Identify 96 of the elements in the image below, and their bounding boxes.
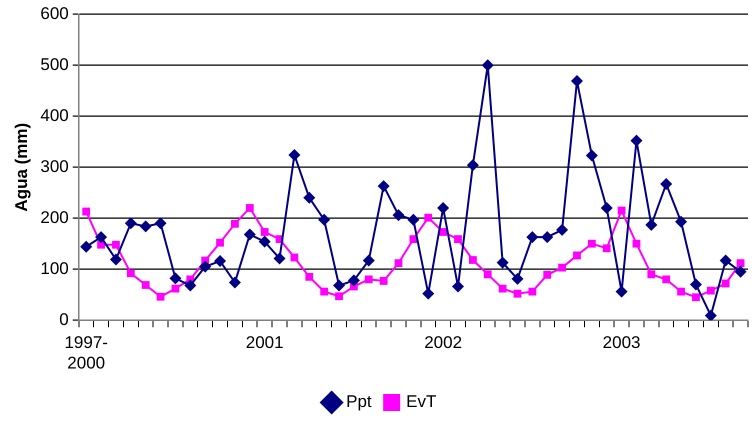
point [305, 272, 314, 281]
point [364, 276, 373, 284]
point [675, 216, 688, 228]
point [392, 209, 405, 222]
point [142, 281, 150, 289]
point [556, 224, 568, 236]
point [736, 259, 744, 267]
y-tick-label: 400 [40, 106, 69, 125]
point [468, 256, 477, 264]
point [630, 134, 642, 147]
point [80, 240, 92, 253]
point [704, 310, 717, 320]
point [258, 236, 271, 248]
point [496, 256, 509, 269]
point [126, 269, 135, 278]
point [422, 288, 434, 300]
point [424, 214, 432, 222]
point [660, 178, 672, 190]
point [231, 220, 239, 228]
point [647, 270, 656, 278]
y-tick-label: 200 [40, 208, 69, 227]
point [407, 214, 420, 226]
point [82, 208, 90, 216]
y-tick-label: 500 [40, 54, 69, 74]
point [600, 202, 613, 214]
point [348, 274, 360, 286]
point [616, 286, 628, 298]
point [677, 288, 685, 296]
point [169, 272, 182, 284]
point [199, 260, 212, 273]
y-tick-label: 300 [40, 156, 69, 176]
point [274, 252, 286, 264]
point [290, 254, 298, 262]
point [303, 192, 316, 204]
point [706, 286, 715, 295]
point [214, 255, 226, 268]
point [394, 259, 402, 267]
point [602, 244, 611, 252]
point [482, 59, 494, 72]
legend-label: EvT [406, 392, 436, 412]
x-tick-label: 2001 [246, 333, 284, 352]
point [734, 266, 747, 278]
point [452, 280, 464, 293]
point [156, 292, 164, 301]
x-tick-label: 1997-2000 [64, 333, 108, 372]
point [260, 228, 269, 236]
x-tick-label: 2002 [424, 333, 462, 352]
point [320, 288, 328, 296]
point [720, 254, 732, 267]
point [318, 214, 330, 226]
point [95, 231, 108, 244]
point [154, 217, 167, 230]
point [140, 220, 152, 232]
point [514, 290, 522, 298]
point [662, 276, 670, 284]
point [692, 293, 700, 302]
point [511, 272, 524, 285]
point [172, 284, 180, 292]
point [645, 218, 658, 231]
point [541, 231, 554, 244]
y-tick-label: 600 [40, 4, 69, 23]
point [335, 292, 343, 300]
point [112, 240, 120, 249]
point [484, 270, 492, 278]
y-tick-label: 100 [40, 258, 69, 278]
point [722, 280, 730, 288]
point [110, 254, 122, 266]
point [558, 264, 566, 272]
point [586, 149, 598, 162]
point [618, 206, 626, 214]
point [543, 270, 552, 279]
point [378, 180, 390, 192]
point [526, 231, 538, 244]
point [588, 240, 596, 248]
point [498, 284, 507, 292]
point [228, 276, 241, 288]
point [288, 148, 300, 161]
point [124, 217, 137, 230]
point [632, 240, 640, 248]
point [246, 204, 254, 212]
point [244, 228, 256, 241]
point [437, 202, 450, 214]
point [184, 280, 196, 292]
point [216, 238, 224, 247]
legend-label: Ppt [346, 392, 372, 412]
point [690, 278, 702, 290]
point [466, 159, 479, 172]
x-tick-label: 2003 [602, 333, 641, 352]
point [380, 277, 388, 285]
y-tick-label: 0 [59, 310, 69, 329]
point [573, 252, 581, 260]
point [454, 235, 462, 243]
point [362, 254, 375, 267]
y-axis-title: Agua (mm) [12, 122, 31, 212]
point [333, 280, 346, 292]
point [528, 288, 536, 296]
